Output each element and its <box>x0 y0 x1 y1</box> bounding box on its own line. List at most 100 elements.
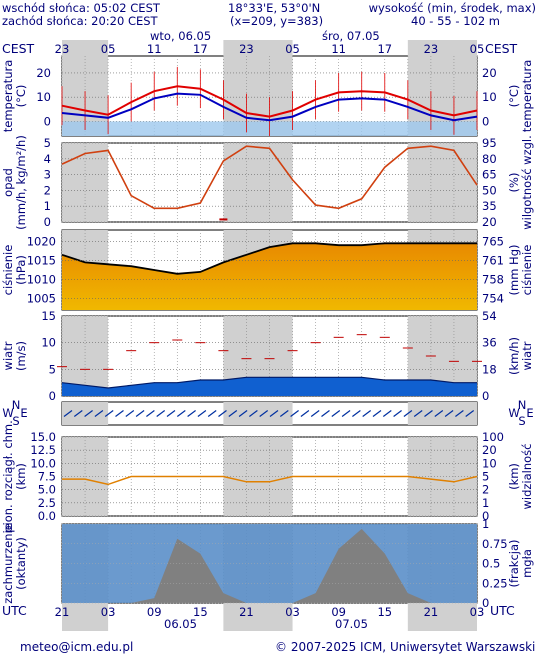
wind-dir-arrow <box>290 410 299 417</box>
vis-tick-right: 0 <box>482 509 489 523</box>
prec-tick-left: 1 <box>44 199 51 213</box>
fog-tick-right: 0.75 <box>482 537 508 551</box>
wind-tick-right: 0 <box>482 389 489 403</box>
compass-s-right: S <box>518 414 525 428</box>
bottom-tick-label: 09 <box>331 605 346 619</box>
bottom-tick-label: 21 <box>55 605 70 619</box>
bottom-zone-left: UTC <box>2 603 27 618</box>
wind-dir-arrow <box>207 410 217 417</box>
top-tick-label: 05 <box>285 42 300 56</box>
wind-tick-right: 54 <box>482 309 497 323</box>
bottom-tick-label: 03 <box>470 605 485 619</box>
wind-dir-arrow <box>434 410 444 417</box>
precip-title-left-2: (mm/h, kg/m²/h) <box>14 135 28 230</box>
hum-tick-right: 80 <box>482 152 497 166</box>
top-zone-left: CEST <box>2 41 35 56</box>
cloud-area <box>62 528 477 603</box>
cloud-title-left-2: (oktanty) <box>14 537 28 590</box>
fog-tick-right: 0.5 <box>482 557 500 571</box>
height-title: wysokość (min, środek, max) <box>368 1 536 15</box>
visibility-title-right-2: widzialność <box>520 443 534 509</box>
wind-dir-arrow <box>259 410 269 417</box>
wind-tick-left: 15 <box>41 309 56 323</box>
pressure-area <box>62 243 477 310</box>
top-tick-label: 23 <box>239 42 254 56</box>
wind-dir-arrow <box>238 410 248 417</box>
prec-tick-left: 3 <box>44 168 51 182</box>
prec-tick-left: 5 <box>44 136 51 150</box>
temp-tick-right: 20 <box>482 66 497 80</box>
pressure-title-left-2: (hPa) <box>14 255 28 285</box>
compass-n: N <box>12 398 21 412</box>
compass-e-right: E <box>526 406 533 420</box>
cloud-title-left-1: zachmurzenie <box>1 523 15 604</box>
fog-title-right-1: (frakcja) <box>507 539 521 587</box>
wind-dir-arrow <box>331 410 341 417</box>
footer-email[interactable]: meteo@icm.edu.pl <box>20 640 134 654</box>
night-band-dir-1 <box>223 402 293 425</box>
temp-tick-right: 10 <box>482 90 497 104</box>
hum-tick-right: 35 <box>482 199 497 213</box>
grid-text: (x=209, y=383) <box>230 14 324 28</box>
humidity-line <box>61 145 478 210</box>
top-tick-label: 11 <box>331 42 346 56</box>
temp-tick-left: 0 <box>44 114 51 128</box>
night-band-prec-1 <box>223 143 293 222</box>
pres-tick-right: 754 <box>482 292 504 306</box>
visibility-title-right-1: (km) <box>507 463 521 490</box>
vis-tick-left: 15.0 <box>30 430 56 444</box>
wind-dir-arrow <box>249 410 258 417</box>
temp-tick-right: 0 <box>482 114 489 128</box>
vis-tick-right: 20 <box>482 443 497 457</box>
night-top-2 <box>407 40 477 56</box>
fog-tick-right: 0.25 <box>482 576 508 590</box>
top-tick-label: 23 <box>55 42 70 56</box>
wind-dir-arrow <box>444 410 454 417</box>
sunrise-text: wschód słońca: 05:02 CEST <box>2 1 160 15</box>
vis-tick-left: 12.5 <box>30 443 56 457</box>
pres-tick-left: 1005 <box>27 292 56 306</box>
pres-tick-left: 1020 <box>27 234 56 248</box>
sunset-text: zachód słońca: 20:20 CEST <box>2 14 158 28</box>
wind-dir-arrow <box>104 410 114 417</box>
bottom-tick-label: 03 <box>101 605 116 619</box>
wind-dir-arrow <box>321 410 330 417</box>
bottom-tick-label: 09 <box>147 605 162 619</box>
temperature-title-left-1: temperatura <box>1 60 15 133</box>
wind-dir-arrow <box>218 410 227 417</box>
wind-dir-arrow <box>372 410 382 417</box>
bottom-tick-label: 21 <box>424 605 439 619</box>
wind-dir-arrow <box>424 410 433 417</box>
hum-tick-right: 20 <box>482 215 497 229</box>
vis-tick-left: 7.5 <box>38 470 56 484</box>
pres-tick-right: 761 <box>482 253 504 267</box>
pres-tick-right: 765 <box>482 234 504 248</box>
temperature-title-right-2: temperatura <box>520 60 534 133</box>
vis-tick-left: 10.0 <box>30 456 56 470</box>
wind-dir-arrow <box>115 410 124 417</box>
vis-tick-left: 5.0 <box>38 483 56 497</box>
hum-tick-right: 95 <box>482 136 497 150</box>
height-values: 40 - 55 - 102 m <box>411 14 500 28</box>
night-bottom-0 <box>62 603 109 631</box>
wind-title-left-1: wiatr <box>1 341 15 370</box>
vis-tick-right: 1 <box>482 496 489 510</box>
wind-dir-arrow <box>187 410 196 417</box>
wind-dir-arrow <box>382 410 392 417</box>
wind-title-right-1: (km/h) <box>507 337 521 375</box>
wind-dir-arrow <box>413 410 423 417</box>
bottom-tick-label: 21 <box>239 605 254 619</box>
pres-tick-right: 758 <box>482 273 504 287</box>
night-band-dir-2 <box>407 402 477 425</box>
night-top-1 <box>223 40 293 56</box>
prec-tick-left: 4 <box>44 152 51 166</box>
temperature-title-left-2: (°C) <box>14 85 28 108</box>
cloud-base-title-left-2: (km) <box>14 463 28 490</box>
wind-dir-arrow <box>393 410 402 417</box>
night-bottom-2 <box>407 603 477 631</box>
vis-tick-left: 0.0 <box>38 509 56 523</box>
wind-dir-arrow <box>310 410 320 417</box>
fog-tick-right: 1 <box>482 517 489 531</box>
top-tick-label: 11 <box>147 42 162 56</box>
